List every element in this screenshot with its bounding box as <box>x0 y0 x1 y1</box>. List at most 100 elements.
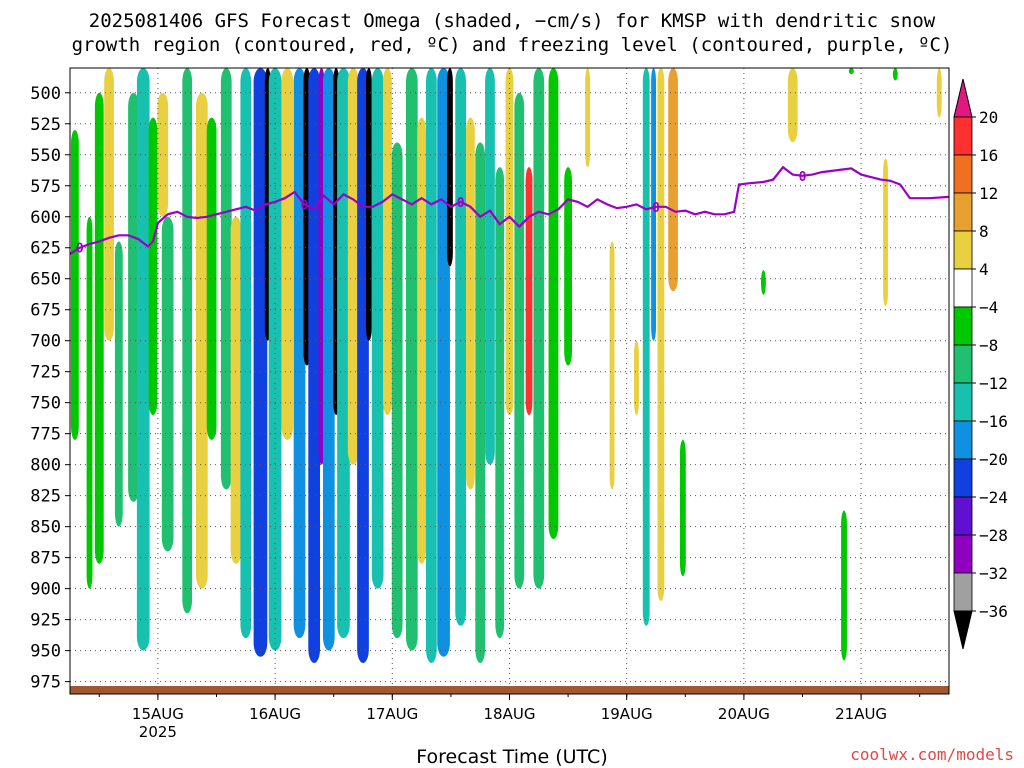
omega-band-34 <box>417 117 426 564</box>
omega-band-12 <box>206 117 217 440</box>
omega-band-57 <box>787 68 798 143</box>
colorbar-swatch-10 <box>953 496 973 536</box>
y-tick-label-800: 800 <box>30 456 61 476</box>
colorbar-swatch-4 <box>953 268 973 308</box>
omega-band-52 <box>642 68 650 626</box>
colorbar-label-8: −16 <box>979 412 1008 431</box>
omega-band-54 <box>657 68 665 602</box>
y-tick-label-725: 725 <box>30 363 61 383</box>
colorbar-swatch-3 <box>953 230 973 270</box>
y-tick-label-900: 900 <box>30 580 61 600</box>
colorbar-swatch-2 <box>953 192 973 232</box>
omega-band-31 <box>383 68 392 416</box>
omega-band-8 <box>157 92 169 217</box>
omega-band-47 <box>548 68 559 540</box>
colorbar-swatch-1 <box>953 154 973 194</box>
y-tick-label-650: 650 <box>30 270 61 290</box>
omega-band-36 <box>437 68 450 657</box>
omega-band-4 <box>114 241 123 527</box>
credit-link[interactable]: coolwx.com/models <box>850 745 1014 764</box>
omega-band-16 <box>253 68 268 657</box>
omega-band-22 <box>308 68 321 664</box>
omega-band-38 <box>455 68 467 626</box>
omega-band-60 <box>936 68 942 118</box>
y-tick-label-750: 750 <box>30 394 61 414</box>
y-tick-label-925: 925 <box>30 611 61 631</box>
omega-band-24 <box>322 68 335 651</box>
chart-title-line-1: 2025081406 GFS Forecast Omega (shaded, −… <box>88 10 936 32</box>
y-tick-label-950: 950 <box>30 642 61 662</box>
omega-band-30 <box>371 68 384 589</box>
omega-band-50 <box>609 241 615 490</box>
colorbar-swatch-11 <box>953 534 973 574</box>
omega-band-15 <box>240 68 252 639</box>
omega-band-29 <box>365 68 372 341</box>
y-tick-label-550: 550 <box>30 146 61 166</box>
omega-band-58 <box>841 510 847 661</box>
omega-band-49 <box>585 68 591 168</box>
colorbar-label-7: −12 <box>979 374 1008 393</box>
freezing-level-label-4: 0 <box>799 170 807 185</box>
omega-band-14 <box>230 216 242 564</box>
omega-band-55 <box>668 68 678 292</box>
x-tick-sublabel-15AUG: 2025 <box>139 723 177 741</box>
omega-band-59 <box>883 158 888 307</box>
freezing-level-line <box>70 165 949 255</box>
omega-band-18 <box>268 68 282 651</box>
x-tick-label-16AUG: 16AUG <box>249 705 301 723</box>
colorbar-label-5: −4 <box>979 298 998 317</box>
omega-band-6 <box>136 68 150 651</box>
colorbar-label-13: −36 <box>979 602 1008 621</box>
colorbar-label-0: 20 <box>979 108 998 127</box>
colorbar-swatch-8 <box>953 420 973 460</box>
y-tick-label-825: 825 <box>30 487 61 507</box>
omega-band-3 <box>104 68 114 341</box>
omega-band-33 <box>405 68 418 651</box>
colorbar-label-1: 16 <box>979 146 998 165</box>
x-tick-label-18AUG: 18AUG <box>484 705 536 723</box>
y-tick-label-875: 875 <box>30 549 61 569</box>
colorbar-label-12: −32 <box>979 564 1008 583</box>
x-axis-title: Forecast Time (UTC) <box>416 746 608 768</box>
y-tick-label-500: 500 <box>30 84 61 104</box>
colorbar-label-3: 8 <box>979 222 989 241</box>
omega-band-53 <box>651 68 656 341</box>
omega-band-5 <box>128 92 139 502</box>
colorbar-label-2: 12 <box>979 184 998 203</box>
omega-band-42 <box>495 167 505 639</box>
omega-band-41 <box>485 68 495 465</box>
omega-band-19 <box>281 68 294 440</box>
colorbar-label-6: −8 <box>979 336 998 355</box>
omega-band-10 <box>182 68 193 614</box>
y-tick-label-600: 600 <box>30 208 61 228</box>
colorbar-swatch-6 <box>953 344 973 384</box>
omega-band-44 <box>514 92 525 589</box>
omega-band-13 <box>220 68 232 490</box>
omega-band-20 <box>293 68 306 639</box>
omega-band-37 <box>446 68 453 267</box>
x-tick-label-20AUG: 20AUG <box>718 705 770 723</box>
freezing-level-label-3: 0 <box>652 201 660 216</box>
colorbar-bottom-arrow <box>953 610 973 650</box>
y-tick-label-700: 700 <box>30 332 61 352</box>
x-tick-label-21AUG: 21AUG <box>835 705 887 723</box>
omega-band-32 <box>391 142 403 639</box>
terrain-surface <box>70 686 949 694</box>
omega-band-1 <box>86 216 93 589</box>
omega-band-43 <box>505 68 514 416</box>
colorbar-swatch-12 <box>953 572 973 612</box>
omega-band-45 <box>525 167 533 416</box>
y-tick-label-575: 575 <box>30 177 61 197</box>
colorbar-label-4: 4 <box>979 260 989 279</box>
y-tick-label-975: 975 <box>30 673 61 693</box>
omega-band-2 <box>94 92 104 564</box>
chart-title-line-2: growth region (contoured, red, ºC) and f… <box>71 34 953 56</box>
freezing-level-label-0: 0 <box>76 242 84 257</box>
y-tick-label-525: 525 <box>30 115 61 135</box>
omega-band-46 <box>533 68 545 589</box>
omega-band-0 <box>70 129 79 440</box>
x-tick-label-19AUG: 19AUG <box>601 705 653 723</box>
x-tick-label-17AUG: 17AUG <box>366 705 418 723</box>
omega-band-61 <box>760 270 766 295</box>
